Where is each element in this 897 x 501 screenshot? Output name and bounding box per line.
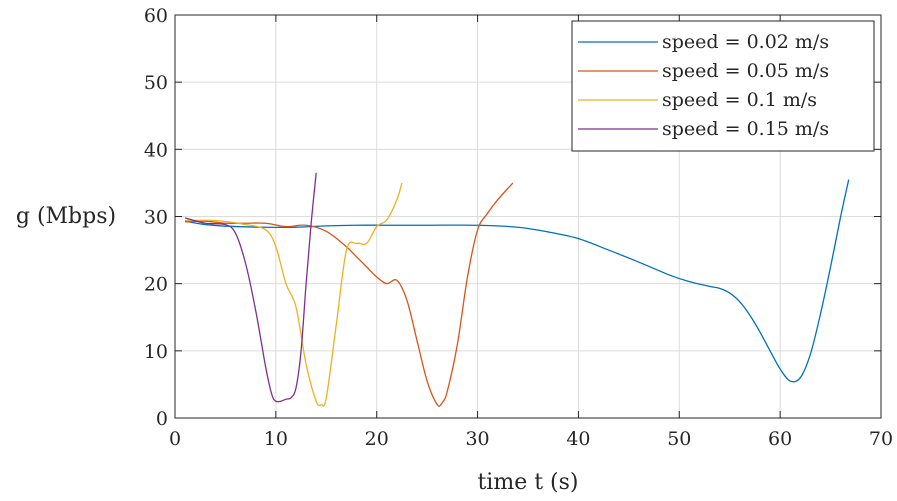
x-axis-title: time t (s) (477, 470, 578, 495)
y-tick-label: 0 (156, 408, 168, 430)
series-line-4 (184, 172, 317, 403)
y-tick-label: 50 (144, 72, 168, 94)
x-tick-label: 0 (169, 428, 181, 450)
x-tick-label: 70 (869, 428, 893, 450)
series-layer (184, 172, 850, 407)
y-tick-label: 30 (144, 207, 168, 229)
y-tick-label: 60 (144, 5, 168, 27)
x-tick-label: 30 (465, 428, 489, 450)
legend-label-2: speed = 0.05 m/s (662, 60, 829, 82)
legend-label-4: speed = 0.15 m/s (662, 118, 829, 140)
x-tick-label: 40 (566, 428, 590, 450)
y-axis-title: g (Mbps) (16, 204, 116, 229)
y-tick-label: 40 (144, 139, 168, 161)
legend-label-3: speed = 0.1 m/s (662, 89, 817, 111)
y-tick-label: 20 (144, 274, 168, 296)
legend-label-1: speed = 0.02 m/s (662, 31, 829, 53)
x-tick-label: 50 (667, 428, 691, 450)
y-tick-label: 10 (144, 341, 168, 363)
x-tick-label: 10 (264, 428, 288, 450)
series-line-3 (185, 182, 403, 407)
series-line-2 (185, 182, 514, 407)
series-line-1 (184, 179, 850, 383)
x-tick-label: 20 (365, 428, 389, 450)
x-tick-label: 60 (768, 428, 792, 450)
axis-ticks: 0 10 20 30 40 50 60 70 0 10 20 30 40 50 60 (144, 5, 893, 450)
legend: speed = 0.02 m/s speed = 0.05 m/s speed = … (571, 20, 875, 152)
